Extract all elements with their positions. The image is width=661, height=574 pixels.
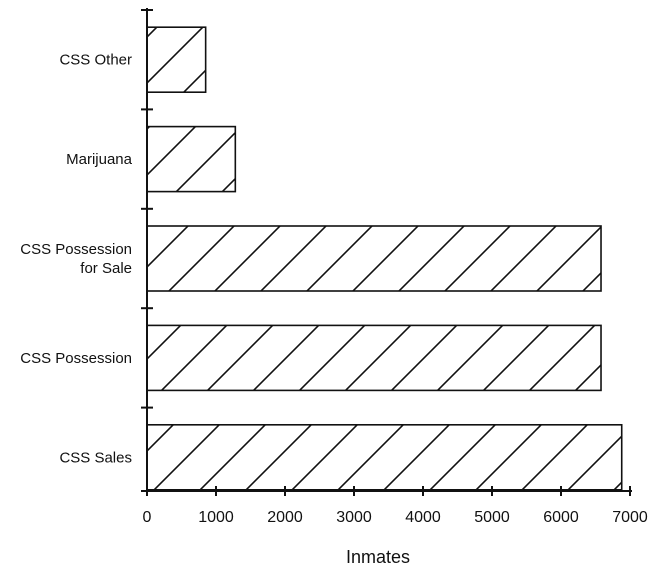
labels-layer: CSS Other Marijuana CSS Possession for Sale… (20, 52, 648, 526)
y-category-label: CSS Sales (59, 449, 132, 466)
x-tick-label: 1000 (198, 509, 234, 526)
bar-css-other (146, 26, 207, 94)
x-tick-label: 0 (143, 509, 152, 526)
x-tick-label: 7000 (612, 509, 648, 526)
y-category-label: CSS Possession for Sale (20, 241, 132, 277)
y-category-label: CSS Possession (20, 350, 132, 367)
y-category-label: Marijuana (66, 151, 133, 168)
bar-css-possession-for-sale (146, 225, 602, 292)
bar-marijuana (146, 125, 237, 193)
axes-layer (141, 8, 632, 496)
x-tick-label: 4000 (405, 509, 441, 526)
x-tick-label: 5000 (474, 509, 510, 526)
x-tick-label: 6000 (543, 509, 579, 526)
y-category-label: CSS Other (59, 52, 132, 69)
x-tick-label: 2000 (267, 509, 303, 526)
bars-layer (146, 26, 623, 491)
bar-css-sales (146, 423, 623, 491)
bar-css-possession (146, 324, 602, 392)
x-tick-label: 3000 (336, 509, 372, 526)
x-axis-title: Inmates (346, 547, 410, 567)
